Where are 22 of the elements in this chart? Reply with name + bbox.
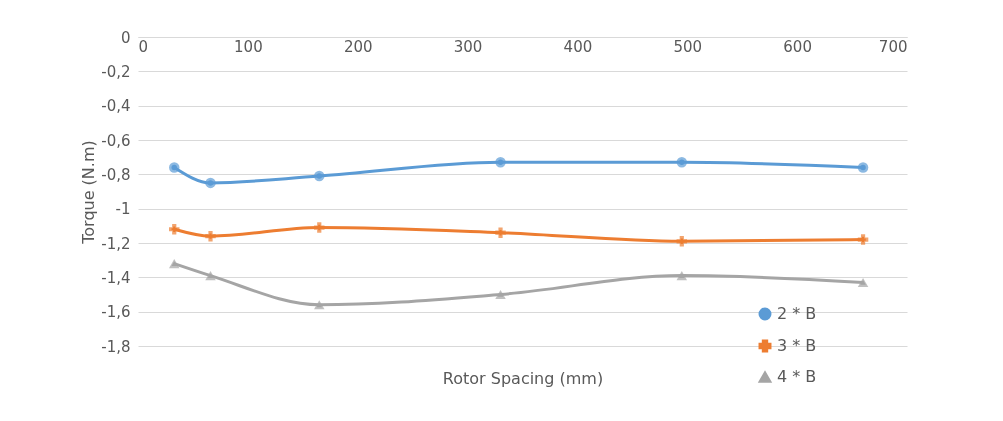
x-tick-label: 0 — [138, 37, 149, 56]
y-axis-title: Torque (N.m) — [79, 140, 99, 245]
y-tick-label: -0,2 — [101, 62, 131, 81]
y-tick-label: -1,6 — [101, 303, 131, 322]
x-tick-label: 500 — [673, 37, 703, 56]
legend-label: 3 * B — [777, 336, 817, 355]
x-axis-title: Rotor Spacing (mm) — [442, 368, 604, 388]
x-tick-label: 100 — [234, 37, 263, 56]
y-tick-label: -1,4 — [101, 268, 131, 287]
y-tick-label: -1,8 — [101, 337, 131, 356]
x-tick-label: 200 — [343, 37, 373, 56]
x-tick-label: 600 — [783, 37, 812, 56]
y-tick-label: -1,2 — [101, 234, 131, 253]
y-tick-label: -0,6 — [101, 131, 131, 150]
x-tick-label: 300 — [453, 37, 483, 56]
y-tick-label: -1 — [115, 200, 131, 219]
x-tick-label: 400 — [563, 37, 593, 56]
y-tick-label: -0,4 — [101, 97, 131, 116]
y-tick-label: -0,8 — [101, 165, 131, 184]
legend-label: 4 * B — [777, 367, 817, 386]
legend-label: 2 * B — [777, 304, 817, 323]
x-tick-label: 700 — [878, 37, 908, 56]
